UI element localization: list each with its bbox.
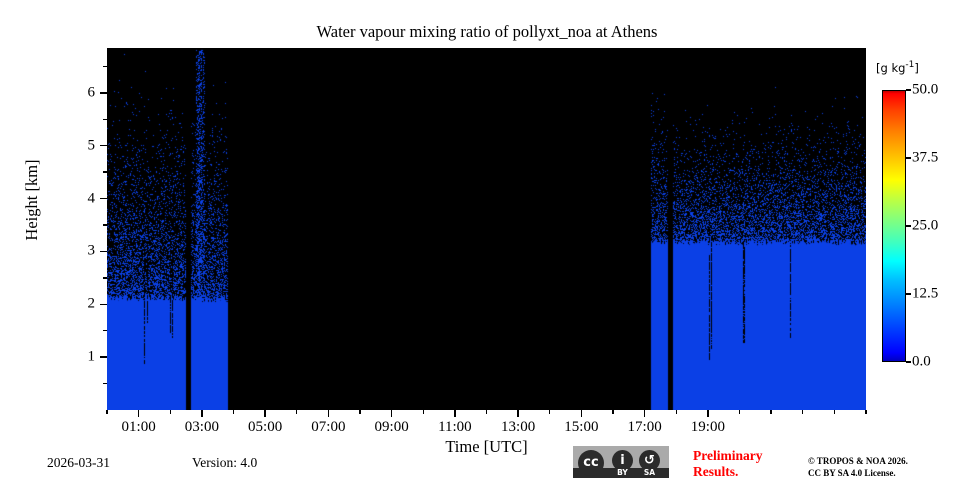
x-tick-major xyxy=(707,410,709,417)
cc-by-person-icon: i xyxy=(612,450,633,471)
copyright-line-2: CC BY SA 4.0 License. xyxy=(808,468,896,479)
x-tick-label: 15:00 xyxy=(564,419,599,435)
x-tick-minor xyxy=(106,410,108,414)
y-tick-minor xyxy=(103,171,107,173)
y-tick-major xyxy=(100,250,107,253)
y-tick-minor xyxy=(103,330,107,332)
x-tick-label: 13:00 xyxy=(501,419,536,435)
colorbar-unit-label: [g kg-1] xyxy=(876,60,919,75)
heatmap-data-area xyxy=(107,48,866,410)
y-tick-major xyxy=(100,303,107,305)
y-tick-major xyxy=(100,356,107,358)
x-tick-label: 17:00 xyxy=(627,419,662,435)
x-tick-minor xyxy=(485,410,488,414)
x-tick-minor xyxy=(422,410,424,414)
copyright-notice: © TROPOS & NOA 2026. CC BY SA 4.0 Licens… xyxy=(808,455,908,479)
x-tick-major xyxy=(137,410,140,417)
y-tick-minor xyxy=(103,382,107,385)
x-tick-minor xyxy=(738,410,741,414)
y-tick-label: 5 xyxy=(87,137,96,154)
x-tick-major xyxy=(264,410,266,417)
copyright-line-1: © TROPOS & NOA 2026. xyxy=(808,456,908,466)
colorbar-unit-prefix: [g kg xyxy=(876,60,906,75)
x-tick-minor xyxy=(549,410,551,414)
colorbar-tick-label: 12.5 xyxy=(912,285,939,302)
y-tick-label: 1 xyxy=(87,348,96,365)
colorbar-tick-label: 25.0 xyxy=(912,217,939,234)
preliminary-results-notice: Preliminary Results. xyxy=(693,448,762,479)
y-tick-minor xyxy=(103,65,107,68)
y-tick-label: 6 xyxy=(87,84,96,101)
y-tick-major xyxy=(100,92,107,94)
plot-axes xyxy=(107,48,866,410)
badge-strip xyxy=(573,468,669,478)
preliminary-line-1: Preliminary xyxy=(693,448,763,463)
y-tick-major xyxy=(100,197,107,200)
x-tick-label: 03:00 xyxy=(184,419,219,435)
cc-sa-label: SA xyxy=(643,468,656,477)
colorbar: 0.0 12.5 25.0 37.5 50.0 xyxy=(882,82,938,370)
y-tick-major xyxy=(100,145,107,147)
x-tick-minor xyxy=(232,410,235,414)
x-axis-label: Time [UTC] xyxy=(445,437,528,456)
x-tick-label: 01:00 xyxy=(121,419,156,435)
y-tick-label: 4 xyxy=(87,190,96,207)
colorbar-tick-label: 37.5 xyxy=(912,149,939,166)
x-tick-major xyxy=(643,410,646,417)
y-tick-minor xyxy=(103,118,107,121)
colorbar-unit-exponent: -1 xyxy=(905,60,915,70)
colorbar-unit-suffix: ] xyxy=(914,60,919,75)
x-tick-minor xyxy=(359,410,361,414)
x-tick-label: 07:00 xyxy=(311,419,346,435)
colorbar-tick-label: 0.0 xyxy=(912,353,931,370)
footer-date: 2026-03-31 xyxy=(47,455,110,470)
page-title: Water vapour mixing ratio of pollyxt_noa… xyxy=(316,22,658,41)
x-tick-minor xyxy=(865,410,867,414)
y-tick-minor xyxy=(103,277,107,279)
colorbar-tick-label: 50.0 xyxy=(912,81,939,98)
cc-logo-icon: cc xyxy=(578,450,604,476)
colorbar-tick xyxy=(906,157,911,159)
x-tick-label: 11:00 xyxy=(438,419,472,435)
x-tick-minor xyxy=(612,410,614,414)
creative-commons-badge[interactable]: cc i ↺ BY SA xyxy=(573,446,669,478)
cc-by-label: BY xyxy=(617,468,628,477)
x-tick-major xyxy=(517,410,519,417)
x-tick-minor xyxy=(802,410,804,414)
y-tick-label: 3 xyxy=(87,242,96,259)
x-tick-major xyxy=(201,410,203,417)
x-tick-major xyxy=(390,410,393,417)
preliminary-line-2: Results. xyxy=(693,463,739,479)
colorbar-gradient xyxy=(882,90,906,362)
cc-sa-share-alike-icon: ↺ xyxy=(639,450,660,471)
colorbar-tick xyxy=(906,293,911,295)
y-axis-label: Height [km] xyxy=(22,159,41,241)
x-tick-minor xyxy=(169,410,171,414)
footer-version: Version: 4.0 xyxy=(192,455,258,470)
x-tick-major xyxy=(580,410,583,417)
x-tick-major xyxy=(327,410,330,417)
x-tick-label: 05:00 xyxy=(248,419,283,435)
y-tick-minor xyxy=(103,224,107,226)
x-tick-minor xyxy=(675,410,677,414)
x-tick-label: 19:00 xyxy=(690,419,725,435)
x-tick-minor xyxy=(833,410,836,414)
x-tick-minor xyxy=(296,410,298,414)
x-tick-major xyxy=(454,410,456,417)
y-tick-label: 2 xyxy=(87,295,96,312)
x-tick-label: 09:00 xyxy=(374,419,409,435)
x-tick-minor xyxy=(770,410,772,414)
colorbar-tick xyxy=(906,361,911,363)
colorbar-tick xyxy=(906,89,911,91)
colorbar-tick xyxy=(906,225,911,227)
